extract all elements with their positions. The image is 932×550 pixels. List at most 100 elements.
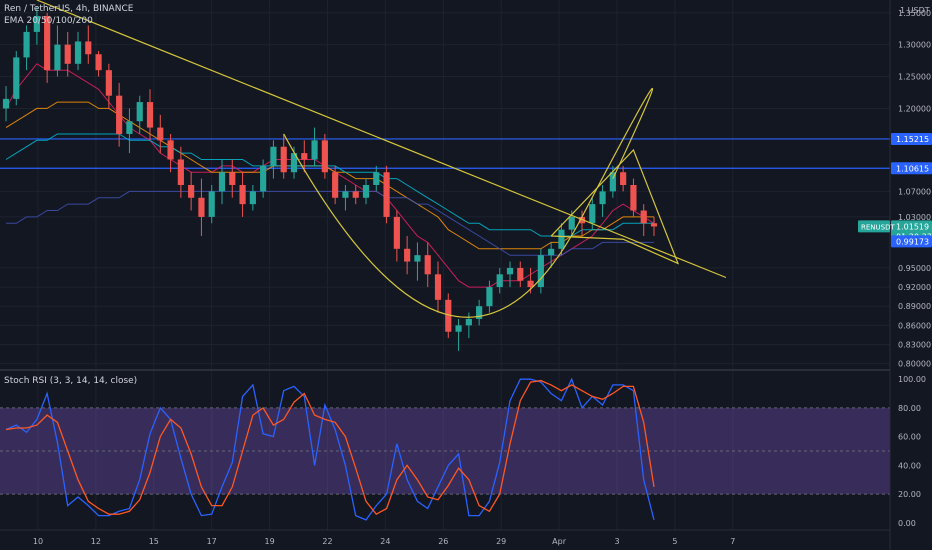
- x-tick-label: 12: [91, 537, 101, 546]
- y-tick-label: 0.83000: [898, 340, 931, 349]
- candle-body: [537, 255, 544, 288]
- ema-lines: [5, 63, 655, 288]
- candle-body: [517, 267, 524, 281]
- y-tick-label: 0.89000: [898, 302, 931, 311]
- stoch-tick-label: 0.00: [898, 519, 916, 528]
- candle-body: [270, 146, 277, 166]
- axis-bg: [890, 0, 932, 550]
- stoch-tick-label: 100.00: [898, 375, 926, 384]
- x-tick-label: 5: [672, 537, 677, 546]
- x-tick-label: 26: [438, 537, 448, 546]
- candle-body: [342, 191, 349, 198]
- stoch-tick-label: 60.00: [898, 433, 921, 442]
- x-tick-label: 3: [614, 537, 619, 546]
- stoch-title: Stoch RSI (3, 3, 14, 14, close): [4, 376, 138, 386]
- candle-body: [157, 127, 164, 141]
- cup-curve: [283, 88, 654, 318]
- candle-body: [424, 255, 431, 275]
- x-tick-label: 10: [33, 537, 43, 546]
- candle-body: [486, 287, 493, 307]
- candle-body: [445, 299, 452, 332]
- x-tick-label: 22: [322, 537, 332, 546]
- candles: [2, 6, 658, 351]
- candle-body: [558, 229, 565, 249]
- price-tag-value: 0.99173: [896, 237, 929, 246]
- candle-body: [229, 172, 236, 185]
- candle-body: [85, 41, 92, 55]
- y-tick-label: 1.25000: [898, 73, 931, 82]
- price-line-tag: [891, 132, 932, 145]
- candle-body: [476, 306, 483, 319]
- candle-body: [630, 185, 637, 211]
- ema-line: [6, 190, 654, 256]
- candle-body: [650, 223, 658, 227]
- candle-body: [44, 15, 51, 71]
- y-tick-label: 0.80000: [898, 360, 931, 369]
- price-tags: 1.152151.106151.0151901:20:33RENUSDT0.99…: [858, 132, 932, 248]
- triangle-pattern: [550, 148, 680, 265]
- symbol-tag: [858, 220, 890, 233]
- candle-body: [188, 185, 195, 198]
- candle-body: [260, 165, 267, 192]
- candle-body: [177, 159, 184, 185]
- x-tick-label: 24: [380, 537, 390, 546]
- candle-body: [2, 98, 10, 109]
- candle-body: [548, 248, 555, 256]
- y-tick-label: 1.30000: [898, 41, 931, 50]
- price-line-tag: [891, 162, 932, 175]
- stoch-line: [5, 379, 655, 516]
- candle-body: [352, 191, 359, 198]
- x-tick-label: 7: [730, 537, 735, 546]
- candle-body: [455, 325, 462, 332]
- stoch-tick-label: 80.00: [898, 404, 921, 413]
- candle-body: [496, 274, 503, 288]
- candle-body: [136, 102, 143, 122]
- stoch-tick-label: 40.00: [898, 461, 921, 470]
- ema-legend: EMA 20/50/100/200: [4, 16, 93, 26]
- candle-body: [332, 172, 339, 198]
- x-tick-label: 19: [265, 537, 275, 546]
- time-axis[interactable]: 10 12 15 17 19 22 24 26 29 Apr 3 5 7: [0, 529, 890, 546]
- price-tag: [891, 235, 932, 248]
- candle-body: [116, 95, 123, 134]
- candle-body: [126, 121, 133, 134]
- ema-line: [5, 63, 655, 288]
- candle-body: [167, 140, 174, 160]
- candle-body: [414, 255, 421, 262]
- candle-body: [54, 44, 61, 71]
- stoch-line: [5, 377, 655, 521]
- candle-body: [208, 191, 215, 217]
- y-tick-label: 1.07000: [898, 187, 931, 196]
- price-line-tag-label: 1.15215: [896, 135, 929, 144]
- candle-body: [95, 54, 102, 71]
- candle-body: [609, 172, 616, 192]
- currency-label: 1 USDT: [900, 6, 930, 15]
- price-tag-value: 1.01519: [896, 222, 929, 231]
- candle-body: [218, 172, 226, 192]
- candle-body: [404, 248, 411, 262]
- stoch-lines: [5, 377, 655, 521]
- trendline: [36, 0, 727, 279]
- x-tick-label: 29: [496, 537, 506, 546]
- candle-body: [33, 15, 40, 32]
- candle-body: [311, 140, 318, 160]
- candle-body: [301, 153, 308, 160]
- candle-body: [321, 140, 328, 173]
- candle-body: [146, 102, 154, 128]
- x-tick-label: 17: [207, 537, 217, 546]
- x-tick-label: 15: [149, 537, 159, 546]
- y-tick-label: 1.20000: [898, 104, 931, 113]
- chart-title: Ren / TetherUS, 4h, BINANCE: [4, 4, 134, 14]
- stoch-band-lines: [0, 407, 890, 495]
- candle-body: [506, 267, 514, 275]
- candle-body: [105, 70, 112, 96]
- candle-body: [64, 44, 71, 64]
- stoch-axis[interactable]: 100.00 80.00 60.00 40.00 20.00 0.00: [898, 375, 926, 528]
- candle-body: [465, 318, 472, 326]
- candle-body: [640, 210, 647, 224]
- x-tick-label: Apr: [552, 537, 567, 546]
- y-tick-label: 0.95000: [898, 264, 931, 273]
- candle-body: [620, 172, 627, 185]
